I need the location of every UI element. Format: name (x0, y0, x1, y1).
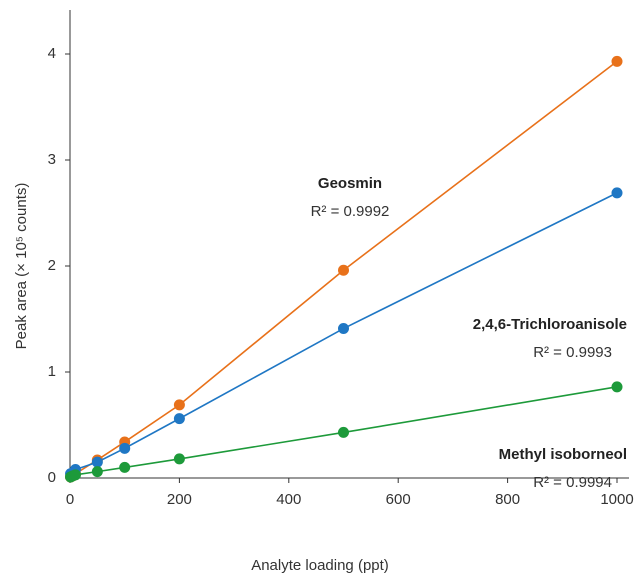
annotation-r2: R² = 0.9993 (533, 344, 612, 361)
annotation-title: Methyl isoborneol (499, 446, 627, 463)
data-point (611, 187, 623, 199)
annotation-r2: R² = 0.9992 (311, 203, 390, 220)
x-tick-label: 200 (167, 491, 192, 508)
annotation-r2: R² = 0.9994 (533, 474, 612, 491)
x-axis-label: Analyte loading (ppt) (251, 557, 389, 574)
data-point (119, 461, 131, 473)
x-tick-label: 1000 (600, 491, 633, 508)
data-point (69, 469, 81, 481)
data-point (91, 456, 103, 468)
x-tick-label: 600 (386, 491, 411, 508)
data-point (338, 323, 349, 335)
y-tick-label: 3 (48, 151, 56, 168)
data-point (611, 55, 623, 67)
y-axis-label: Peak area (× 10⁵ counts) (13, 183, 30, 350)
x-tick-label: 800 (495, 491, 520, 508)
data-point (91, 466, 103, 478)
x-tick-label: 400 (276, 491, 301, 508)
y-tick-label: 0 (48, 469, 56, 486)
data-point (338, 264, 349, 276)
annotation-title: 2,4,6-Trichloroanisole (473, 316, 627, 333)
data-point (338, 426, 349, 438)
data-point (173, 413, 185, 425)
data-point (119, 442, 131, 454)
y-tick-label: 4 (48, 45, 56, 62)
data-point (173, 453, 185, 465)
data-point (611, 381, 623, 393)
y-tick-label: 1 (48, 363, 56, 380)
data-point (173, 399, 185, 411)
x-tick-label: 0 (66, 491, 74, 508)
annotation-title: Geosmin (318, 175, 382, 192)
y-tick-label: 2 (48, 257, 56, 274)
